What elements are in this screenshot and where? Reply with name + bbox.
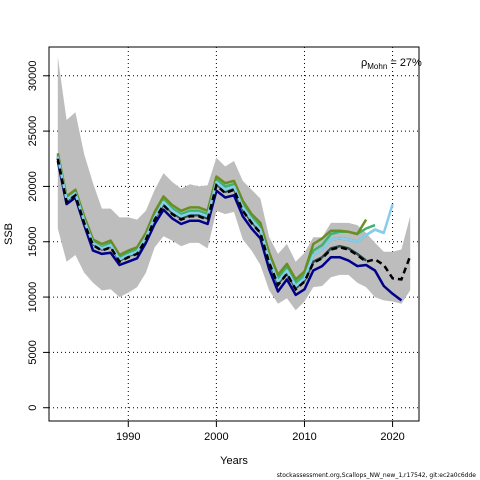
y-tick-label: 5000	[27, 340, 39, 364]
x-tick-label: 2020	[380, 431, 404, 443]
x-tick-label: 1990	[116, 431, 140, 443]
peel-series-line	[56, 160, 403, 302]
y-tick-label: 30000	[27, 60, 39, 91]
x-tick-label: 2010	[292, 431, 316, 443]
y-tick-label: 0	[27, 405, 39, 411]
peel-series-line	[56, 152, 368, 281]
source-footer: stockassessment.org,Scallops_NW_new_1,r1…	[277, 472, 477, 479]
y-axis: 0 5000 10000 15000 20000 25000 30000	[27, 60, 49, 411]
x-axis-label: Years	[220, 455, 248, 467]
y-tick-label: 20000	[27, 171, 39, 202]
series-lines	[56, 152, 412, 302]
main-series-line	[56, 158, 412, 292]
y-tick-label: 25000	[27, 116, 39, 147]
rho-symbol: ρ	[361, 57, 367, 69]
rho-subscript: Mohn	[367, 62, 387, 71]
plot-frame	[48, 46, 420, 422]
y-axis-label: SSB	[3, 223, 15, 245]
y-tick-label: 15000	[27, 226, 39, 257]
rho-value: = 27%	[387, 57, 422, 69]
x-tick-label: 2000	[204, 431, 228, 443]
y-tick-label: 10000	[27, 282, 39, 313]
mohn-rho-annotation: ρMohn = 27%	[361, 57, 422, 71]
x-axis: 1990 2000 2010 2020	[116, 421, 405, 443]
